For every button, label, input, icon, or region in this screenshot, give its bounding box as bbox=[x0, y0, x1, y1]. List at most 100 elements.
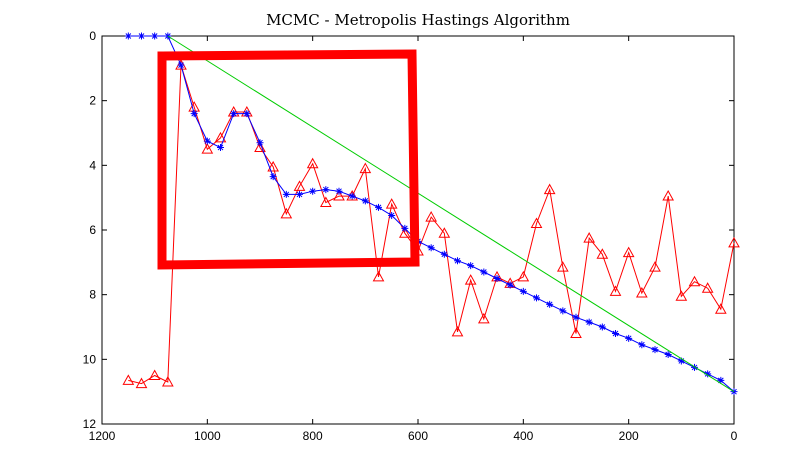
data-point-triangle bbox=[451, 325, 464, 337]
data-point-asterisk bbox=[717, 376, 725, 384]
y-tick-label: 0 bbox=[89, 29, 96, 43]
data-point-asterisk bbox=[572, 313, 580, 321]
data-point-triangle bbox=[359, 162, 372, 174]
data-point-asterisk bbox=[559, 307, 567, 315]
data-point-asterisk bbox=[177, 61, 185, 69]
data-point-triangle bbox=[583, 232, 596, 243]
data-point-asterisk bbox=[335, 187, 343, 195]
y-tick-label: 2 bbox=[89, 94, 96, 108]
data-point-triangle bbox=[662, 190, 675, 201]
y-tick-label: 12 bbox=[83, 417, 97, 431]
data-point-asterisk bbox=[124, 32, 132, 40]
data-point-asterisk bbox=[625, 334, 633, 342]
data-point-triangle bbox=[425, 211, 438, 222]
data-point-triangle bbox=[701, 282, 714, 293]
data-point-triangle bbox=[635, 287, 648, 298]
x-tick-label: 1000 bbox=[194, 429, 221, 443]
data-point-asterisk bbox=[651, 346, 659, 354]
x-tick-label: 400 bbox=[513, 429, 533, 443]
data-point-triangle bbox=[609, 285, 622, 296]
data-point-asterisk bbox=[375, 203, 382, 211]
data-point-triangle bbox=[530, 217, 543, 229]
data-point-asterisk bbox=[151, 32, 159, 40]
chart-title: MCMC - Metropolis Hastings Algorithm bbox=[266, 11, 570, 29]
data-point-triangle bbox=[688, 275, 701, 287]
data-point-triangle bbox=[385, 198, 398, 209]
data-point-triangle bbox=[148, 369, 161, 380]
axes: 1200 1000 800 600 400 200 0 0 2 4 6 8 10 12 bbox=[83, 29, 738, 443]
data-point-triangle bbox=[214, 131, 227, 143]
data-point-triangle bbox=[372, 270, 385, 282]
data-point-asterisk bbox=[243, 110, 251, 118]
data-point-triangle bbox=[122, 374, 135, 385]
data-point-asterisk bbox=[506, 281, 514, 289]
data-point-asterisk bbox=[190, 110, 198, 118]
data-point-triangle bbox=[135, 377, 148, 389]
data-point-asterisk bbox=[230, 110, 238, 118]
data-point-triangle bbox=[622, 246, 635, 258]
highlight-box bbox=[157, 49, 420, 270]
data-point-asterisk bbox=[269, 173, 277, 181]
data-point-triangle bbox=[649, 261, 661, 272]
y-tick-label: 8 bbox=[89, 288, 96, 302]
annotation-layer bbox=[157, 49, 420, 270]
y-tick-label: 10 bbox=[83, 352, 97, 366]
data-point-triangle bbox=[306, 157, 319, 169]
data-point-asterisk bbox=[664, 350, 672, 358]
data-point-triangle bbox=[728, 236, 740, 248]
y-tick-label: 4 bbox=[89, 158, 96, 172]
data-point-asterisk bbox=[217, 144, 224, 152]
data-point-triangle bbox=[280, 207, 293, 219]
x-tick-label: 200 bbox=[619, 429, 639, 443]
data-point-asterisk bbox=[519, 287, 527, 295]
series-2-line bbox=[167, 35, 735, 393]
data-point-asterisk bbox=[296, 190, 303, 198]
x-tick-label: 0 bbox=[731, 429, 738, 443]
data-point-asterisk bbox=[638, 341, 646, 349]
data-point-triangle bbox=[333, 190, 345, 201]
data-point-triangle bbox=[319, 196, 332, 208]
data-point-asterisk bbox=[309, 187, 317, 195]
data-point-triangle bbox=[517, 270, 530, 282]
data-point-triangle bbox=[570, 327, 582, 338]
data-point-asterisk bbox=[282, 190, 290, 198]
data-point-triangle bbox=[398, 227, 411, 238]
data-point-asterisk bbox=[585, 318, 593, 326]
series-0-line bbox=[128, 64, 735, 385]
data-point-asterisk bbox=[361, 197, 369, 205]
data-point-triangle bbox=[596, 248, 609, 259]
data-point-asterisk bbox=[704, 370, 712, 378]
data-point-triangle bbox=[293, 180, 306, 191]
data-point-triangle bbox=[464, 274, 477, 285]
data-point-triangle bbox=[161, 375, 174, 387]
data-point-triangle bbox=[675, 290, 688, 301]
x-tick-label: 800 bbox=[303, 429, 323, 443]
data-point-asterisk bbox=[322, 186, 330, 194]
data-point-asterisk bbox=[401, 224, 409, 232]
y-tick-label: 6 bbox=[89, 223, 96, 237]
data-point-triangle bbox=[714, 303, 727, 314]
x-tick-label: 600 bbox=[408, 429, 428, 443]
data-point-asterisk bbox=[348, 192, 356, 200]
data-point-triangle bbox=[438, 227, 451, 238]
data-point-triangle bbox=[477, 312, 490, 324]
data-point-asterisk bbox=[427, 244, 435, 252]
data-point-asterisk bbox=[612, 329, 619, 337]
data-point-asterisk bbox=[677, 357, 685, 365]
data-point-asterisk bbox=[203, 137, 211, 145]
data-point-triangle bbox=[543, 183, 556, 195]
data-point-asterisk bbox=[598, 323, 606, 331]
data-point-asterisk bbox=[546, 300, 554, 308]
data-point-asterisk bbox=[256, 139, 264, 147]
data-point-triangle bbox=[254, 141, 266, 153]
data-point-asterisk bbox=[493, 275, 501, 282]
data-point-asterisk bbox=[454, 257, 461, 265]
data-point-asterisk bbox=[388, 211, 396, 219]
data-point-triangle bbox=[201, 143, 214, 154]
data-point-asterisk bbox=[138, 32, 145, 40]
x-tick-label: 1200 bbox=[89, 429, 116, 443]
data-point-triangle bbox=[267, 160, 280, 172]
data-point-asterisk bbox=[480, 268, 488, 276]
data-point-triangle bbox=[556, 261, 569, 272]
